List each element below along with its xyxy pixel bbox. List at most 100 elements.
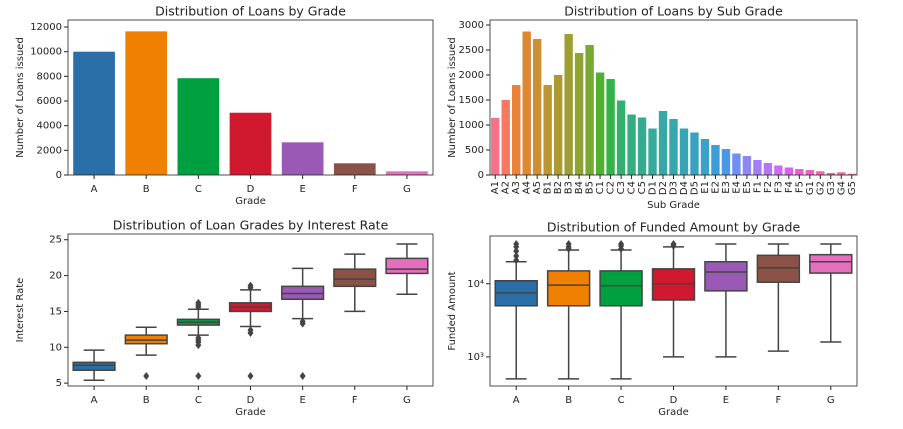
bar [333, 163, 376, 175]
x-tick-label: G2 [815, 181, 826, 195]
box [809, 253, 853, 274]
x-tick-label: G4 [836, 181, 847, 195]
x-tick-label: B1 [543, 181, 554, 194]
x-tick-label: D [247, 395, 255, 406]
x-tick-label: E [723, 395, 729, 406]
x-tick-label: F [352, 184, 358, 195]
x-tick-label: A3 [511, 181, 522, 194]
x-tick-label: F2 [763, 181, 774, 193]
x-tick-label: E4 [731, 181, 742, 194]
box [385, 257, 429, 275]
outlier [247, 326, 254, 335]
bar [795, 169, 804, 175]
outlier [247, 281, 254, 290]
x-tick-label: A1 [490, 181, 501, 194]
x-tick-label: B [143, 395, 150, 406]
y-tick-label: 6000 [37, 96, 62, 107]
x-tick-label: E [299, 184, 305, 195]
outlier [299, 317, 306, 326]
bar [690, 132, 699, 175]
y-axis-label: Interest Rate [15, 278, 26, 343]
bar [585, 45, 594, 175]
outlier [299, 371, 306, 380]
bar [784, 167, 794, 175]
bar [837, 172, 846, 175]
bar [616, 100, 626, 175]
y-tick-label: 25 [49, 235, 62, 246]
y-axis-label: Number of Loans issued [447, 37, 458, 158]
x-tick-label: C1 [595, 181, 606, 194]
x-tick-label: C [195, 395, 202, 406]
x-tick-label: G [403, 395, 411, 406]
y-tick-label: 2000 [459, 70, 484, 81]
outlier [513, 251, 520, 260]
bar [732, 153, 741, 175]
x-tick-label: F1 [752, 181, 763, 193]
bar [386, 171, 428, 175]
y-tick-label: 1000 [459, 120, 484, 131]
x-tick-label: A4 [522, 181, 533, 194]
x-tick-label: C2 [606, 181, 617, 194]
x-tick-label: F [775, 395, 781, 406]
box [756, 254, 801, 283]
bar [805, 170, 815, 175]
y-tick-label: 15 [49, 306, 62, 317]
chart-title: Distribution of Loans by Grade [155, 4, 346, 19]
x-tick-label: A2 [501, 181, 512, 194]
bar [125, 31, 168, 176]
bar [700, 139, 710, 175]
y-tick-label: 10³ [467, 352, 484, 363]
x-tick-label: D3 [669, 181, 680, 195]
x-tick-label: G [827, 395, 835, 406]
y-tick-label: 10⁴ [467, 279, 484, 290]
y-tick-label: 2500 [459, 45, 484, 56]
box [704, 261, 748, 292]
x-tick-label: C5 [637, 181, 648, 194]
bar [627, 114, 636, 175]
x-tick-label: F5 [794, 181, 805, 193]
chart-title: Distribution of Loan Grades by Interest … [113, 218, 389, 233]
bar [763, 163, 773, 175]
bar [543, 85, 552, 175]
bar [574, 53, 584, 175]
x-tick-label: A [513, 395, 520, 406]
axes-frame [489, 235, 858, 387]
x-tick-label: G5 [847, 181, 858, 195]
y-axis-label: Funded Amount [447, 271, 458, 350]
x-tick-label: B4 [574, 181, 585, 194]
y-tick-label: 0 [56, 170, 62, 181]
outlier [565, 239, 572, 248]
bar [679, 128, 689, 175]
x-tick-label: D [247, 184, 255, 195]
x-tick-label: B [143, 184, 150, 195]
x-tick-label: C4 [627, 181, 638, 194]
outlier [618, 239, 625, 248]
outlier [513, 239, 520, 248]
bar [522, 31, 531, 175]
bar [753, 160, 762, 175]
chart-title: Distribution of Funded Amount by Grade [547, 220, 801, 235]
y-tick-label: 20 [49, 271, 62, 282]
outlier [195, 371, 202, 380]
x-tick-label: E2 [710, 181, 721, 194]
x-tick-label: A [91, 395, 98, 406]
x-tick-label: G [403, 184, 411, 195]
x-tick-label: F3 [773, 181, 784, 193]
x-tick-label: B [565, 395, 572, 406]
x-tick-label: D5 [689, 181, 700, 195]
y-tick-label: 10000 [30, 47, 62, 58]
axes-frame [67, 233, 434, 387]
bar [826, 173, 835, 175]
bar [501, 100, 510, 175]
outlier [195, 333, 202, 342]
box [72, 361, 116, 371]
x-tick-label: C [195, 184, 202, 195]
y-tick-label: 10 [49, 342, 62, 353]
y-tick-label: 5 [56, 378, 62, 389]
chart-title: Distribution of Loans by Sub Grade [564, 4, 783, 19]
bar [281, 142, 324, 175]
bar [658, 111, 668, 175]
outlier [247, 371, 254, 380]
outlier [195, 298, 202, 307]
bar [177, 78, 220, 175]
